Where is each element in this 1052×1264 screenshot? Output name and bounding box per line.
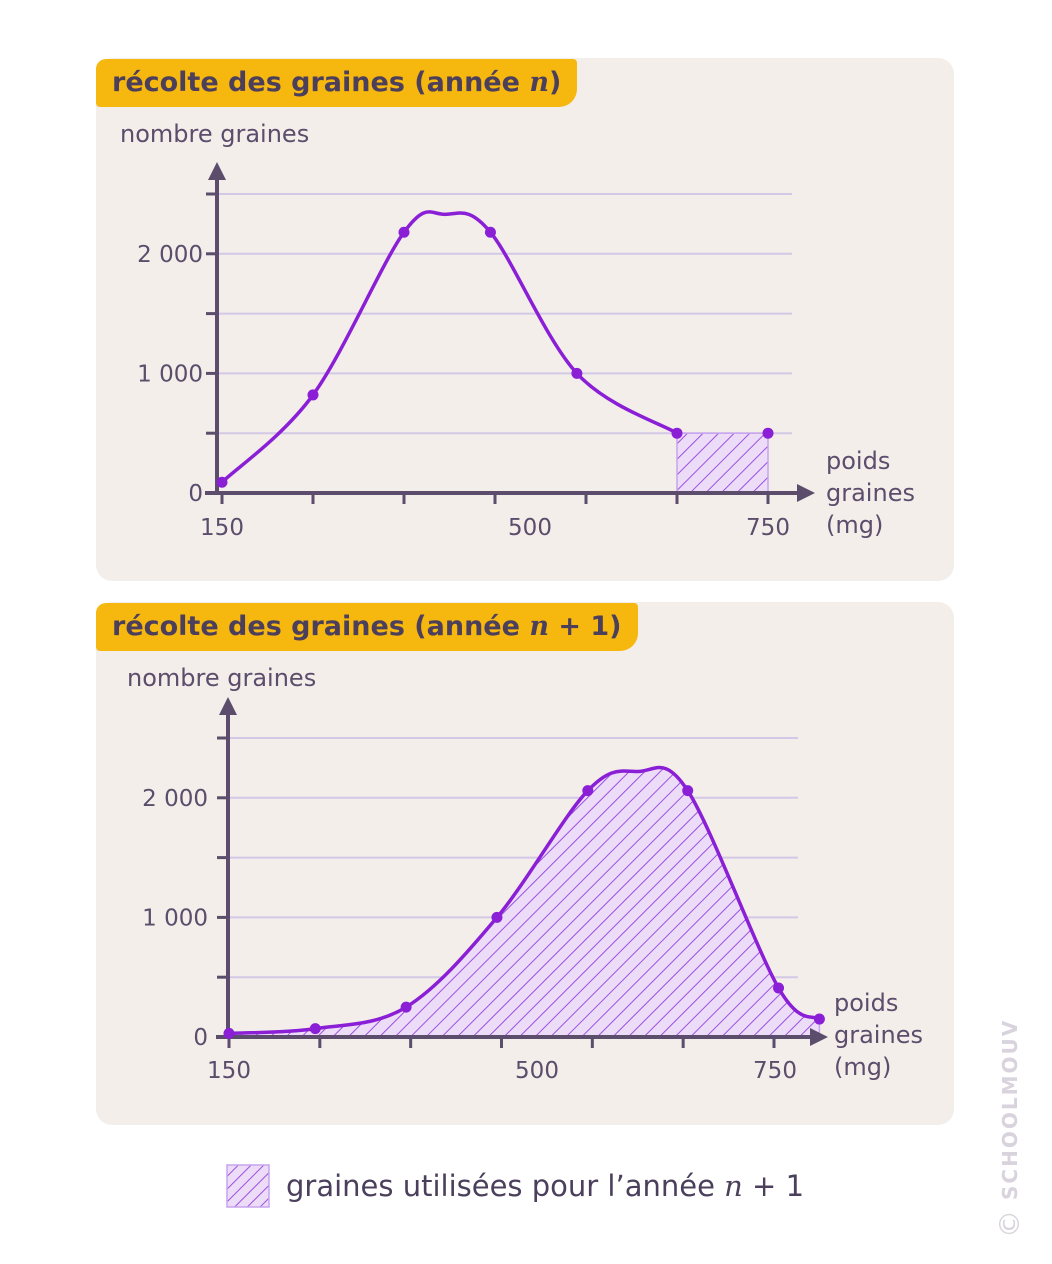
data-point-0: [223, 1027, 235, 1039]
data-point-4: [582, 785, 594, 797]
hatched-region-used-seeds: [228, 766, 821, 1038]
x-axis-arrow-icon: [797, 484, 815, 502]
chart-title-suffix: ): [548, 67, 562, 98]
x-tick-label: 500: [515, 1058, 559, 1084]
watermark-text: SCHOOLMOUV: [998, 1019, 1022, 1200]
x-tick-label: 500: [508, 515, 552, 541]
legend: graines utilisées pour l’année n + 1: [226, 1162, 804, 1210]
y-axis-title: nombre graines: [127, 664, 316, 692]
data-point-1: [309, 1023, 321, 1035]
chart-title-suffix: + 1): [548, 611, 622, 642]
data-point-3: [491, 911, 503, 923]
data-point-3: [484, 226, 496, 238]
y-tick-label: 2 000: [137, 242, 203, 268]
legend-label-suffix: + 1: [742, 1169, 805, 1203]
x-tick-label: 150: [207, 1058, 251, 1084]
y-tick-label: 0: [193, 1025, 208, 1051]
data-point-2: [400, 1001, 412, 1013]
data-point-0: [216, 476, 228, 488]
chart-title-year-n: récolte des graines (année n): [96, 59, 578, 107]
series-curve: [227, 765, 822, 1036]
data-point-2: [398, 226, 410, 238]
x-tick-label: 150: [200, 515, 244, 541]
chart-title-prefix: récolte des graines (année: [112, 67, 520, 98]
chart-title-prefix: récolte des graines (année: [112, 611, 520, 642]
x-axis-title-line: graines: [834, 1021, 923, 1049]
chart-title-year-n-plus-1: récolte des graines (année n + 1): [96, 603, 638, 651]
y-axis-arrow-icon: [219, 697, 237, 715]
data-point-1: [307, 389, 319, 401]
data-point-7: [813, 1013, 825, 1025]
schoolmouv-watermark: SCHOOLMOUV ©: [993, 1019, 1026, 1238]
x-axis-title-line: graines: [826, 479, 915, 507]
x-axis-title-line: (mg): [834, 1053, 891, 1081]
watermark-copyright-symbol: ©: [993, 1210, 1026, 1238]
data-point-5: [682, 785, 694, 797]
data-point-6: [762, 427, 774, 439]
y-tick-label: 1 000: [137, 361, 203, 387]
x-axis-title-line: poids: [826, 447, 890, 475]
legend-label-variable: n: [724, 1169, 743, 1203]
legend-label: graines utilisées pour l’année n + 1: [286, 1169, 804, 1203]
chart-title-variable: n: [529, 67, 549, 98]
data-point-5: [671, 427, 683, 439]
x-axis-arrow-icon: [810, 1028, 828, 1046]
y-tick-label: 2 000: [142, 786, 208, 812]
x-tick-label: 750: [753, 1058, 797, 1084]
y-axis-arrow-icon: [208, 162, 226, 180]
y-tick-label: 0: [188, 481, 203, 507]
hatched-region-used-seeds: [676, 432, 769, 494]
x-axis-title-line: poids: [834, 989, 898, 1017]
data-point-4: [571, 367, 583, 379]
data-point-6: [773, 982, 785, 994]
x-tick-label: 750: [746, 515, 790, 541]
legend-hatch-swatch: [226, 1164, 270, 1208]
y-tick-label: 1 000: [142, 905, 208, 931]
legend-label-prefix: graines utilisées pour l’année: [286, 1169, 715, 1203]
chart-title-variable: n: [529, 611, 549, 642]
x-axis-title-line: (mg): [826, 511, 883, 539]
y-axis-title: nombre graines: [120, 120, 309, 148]
